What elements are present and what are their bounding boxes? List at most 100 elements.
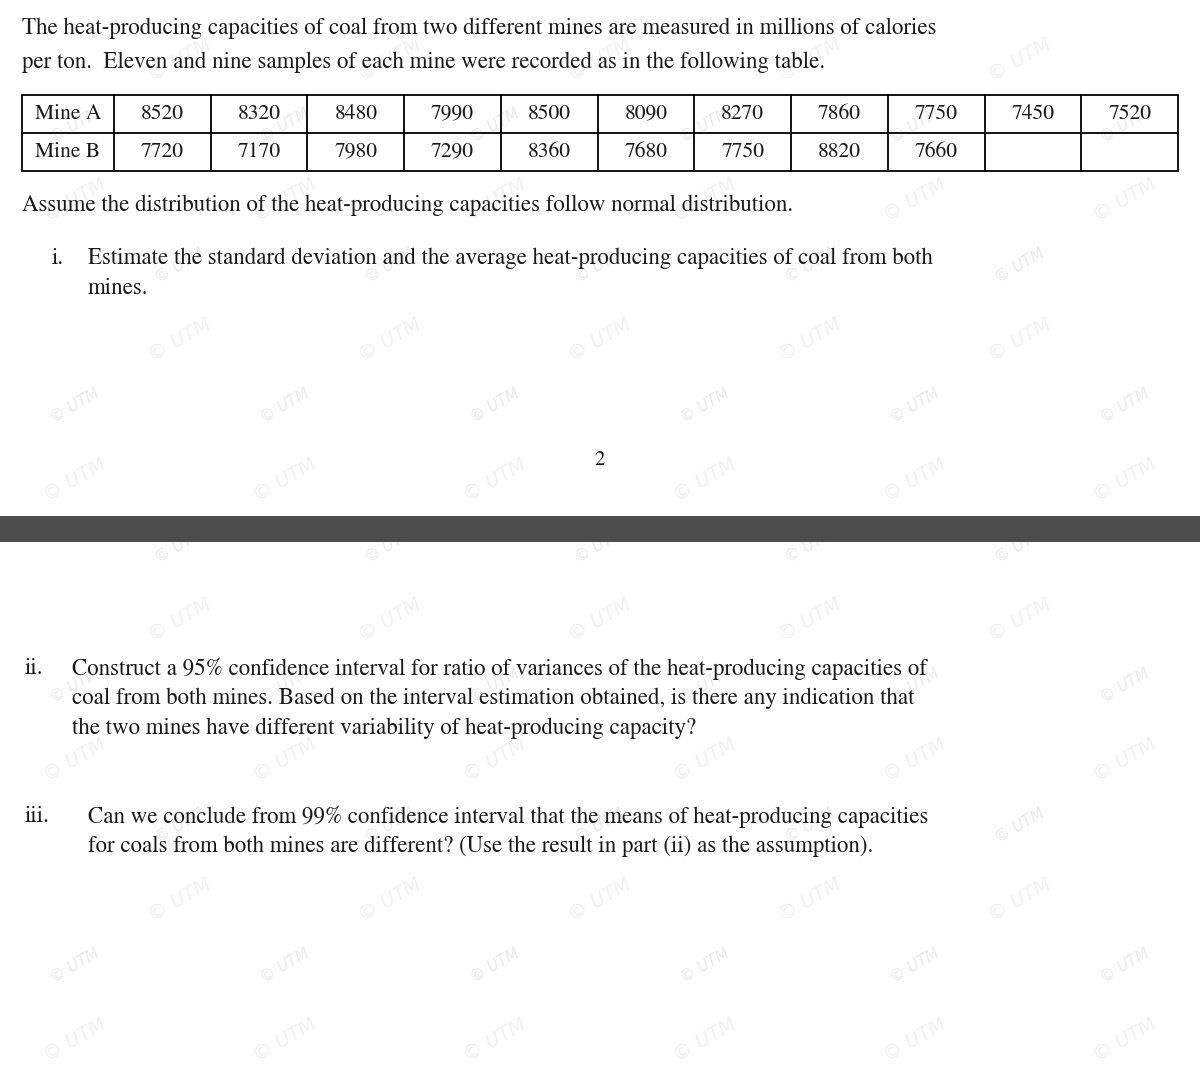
Text: 8520: 8520 [140,104,184,123]
Text: © UTM: © UTM [888,665,942,705]
Text: © UTM: © UTM [48,665,102,705]
Text: © UTM: © UTM [985,314,1055,366]
Text: © UTM: © UTM [881,1014,949,1066]
Text: 8360: 8360 [528,142,571,162]
Text: 7980: 7980 [335,142,377,162]
Text: 8320: 8320 [238,104,281,123]
Text: © UTM: © UTM [678,945,732,985]
Text: 8090: 8090 [624,104,667,123]
Text: © UTM: © UTM [1195,35,1200,85]
Text: coal from both mines. Based on the interval estimation obtained, is there any in: coal from both mines. Based on the inter… [72,688,914,710]
Text: 8820: 8820 [818,142,860,162]
Text: © UTM: © UTM [992,525,1048,565]
Text: © UTM: © UTM [48,105,102,145]
Text: © UTM: © UTM [678,105,732,145]
Text: 7720: 7720 [140,142,184,162]
Text: © UTM: © UTM [881,454,949,506]
Text: © UTM: © UTM [355,35,425,85]
Text: © UTM: © UTM [565,594,635,645]
Text: © UTM: © UTM [565,875,635,925]
Text: 7660: 7660 [914,142,958,162]
Text: Estimate the standard deviation and the average heat-producing capacities of coa: Estimate the standard deviation and the … [88,248,932,270]
Text: ii.: ii. [25,658,43,679]
Text: © UTM: © UTM [671,175,739,225]
Text: © UTM: © UTM [782,805,838,845]
Text: © UTM: © UTM [985,594,1055,645]
Text: 7750: 7750 [721,142,764,162]
Text: 8480: 8480 [335,104,377,123]
Text: © UTM: © UTM [145,314,215,366]
Text: © UTM: © UTM [985,35,1055,85]
Text: © UTM: © UTM [468,665,522,705]
Text: 7170: 7170 [238,142,281,162]
Text: 7520: 7520 [1108,104,1151,123]
Bar [0,517,1200,542]
Text: © UTM: © UTM [41,175,109,225]
Text: © UTM: © UTM [1098,385,1152,425]
Text: © UTM: © UTM [152,525,208,565]
Text: iii.: iii. [25,806,50,828]
Text: © UTM: © UTM [41,1014,109,1066]
Text: © UTM: © UTM [782,525,838,565]
Text: © UTM: © UTM [362,805,418,845]
Text: © UTM: © UTM [258,385,312,425]
Text: 7290: 7290 [431,142,474,162]
Text: © UTM: © UTM [355,594,425,645]
Text: © UTM: © UTM [1098,105,1152,145]
Text: © UTM: © UTM [572,805,628,845]
Text: © UTM: © UTM [461,175,529,225]
Text: © UTM: © UTM [1091,175,1159,225]
Text: © UTM: © UTM [0,875,5,925]
Text: Construct a 95% confidence interval for ratio of variances of the heat-producing: Construct a 95% confidence interval for … [72,658,926,680]
Text: i.: i. [52,248,64,270]
Text: © UTM: © UTM [468,385,522,425]
Text: 8270: 8270 [721,104,764,123]
Text: © UTM: © UTM [1098,945,1152,985]
Text: © UTM: © UTM [1195,875,1200,925]
Text: © UTM: © UTM [565,314,635,366]
Text: © UTM: © UTM [258,945,312,985]
Text: © UTM: © UTM [258,665,312,705]
Text: © UTM: © UTM [258,105,312,145]
Text: © UTM: © UTM [0,594,5,645]
Text: © UTM: © UTM [888,385,942,425]
Text: © UTM: © UTM [881,735,949,785]
Text: © UTM: © UTM [678,665,732,705]
Text: © UTM: © UTM [468,105,522,145]
Text: © UTM: © UTM [671,1014,739,1066]
Text: mines.: mines. [88,278,149,299]
Text: © UTM: © UTM [41,735,109,785]
Text: © UTM: © UTM [775,35,845,85]
Text: © UTM: © UTM [985,875,1055,925]
Text: 8500: 8500 [528,104,571,123]
Text: © UTM: © UTM [1091,1014,1159,1066]
Text: © UTM: © UTM [355,875,425,925]
Text: © UTM: © UTM [461,735,529,785]
Text: Mine B: Mine B [36,142,101,162]
Text: © UTM: © UTM [461,1014,529,1066]
Text: © UTM: © UTM [1091,454,1159,506]
Text: Can we conclude from 99% confidence interval that the means of heat-producing ca: Can we conclude from 99% confidence inte… [88,806,929,829]
Text: © UTM: © UTM [145,875,215,925]
Text: © UTM: © UTM [0,35,5,85]
Text: 2: 2 [595,450,605,470]
Text: © UTM: © UTM [1098,665,1152,705]
Bar [22,95,1178,171]
Text: © UTM: © UTM [992,805,1048,845]
Text: © UTM: © UTM [145,594,215,645]
Text: © UTM: © UTM [775,594,845,645]
Text: © UTM: © UTM [355,314,425,366]
Text: © UTM: © UTM [1195,314,1200,366]
Text: © UTM: © UTM [1091,735,1159,785]
Text: © UTM: © UTM [461,454,529,506]
Text: the two mines have different variability of heat-producing capacity?: the two mines have different variability… [72,719,696,739]
Text: Mine A: Mine A [35,104,101,123]
Text: © UTM: © UTM [0,314,5,366]
Text: Assume the distribution of the heat-producing capacities follow normal distribut: Assume the distribution of the heat-prod… [22,195,793,216]
Text: per ton.  Eleven and nine samples of each mine were recorded as in the following: per ton. Eleven and nine samples of each… [22,52,826,73]
Text: © UTM: © UTM [992,245,1048,285]
Text: © UTM: © UTM [782,245,838,285]
Text: © UTM: © UTM [251,175,319,225]
Text: © UTM: © UTM [565,35,635,85]
Text: © UTM: © UTM [251,1014,319,1066]
